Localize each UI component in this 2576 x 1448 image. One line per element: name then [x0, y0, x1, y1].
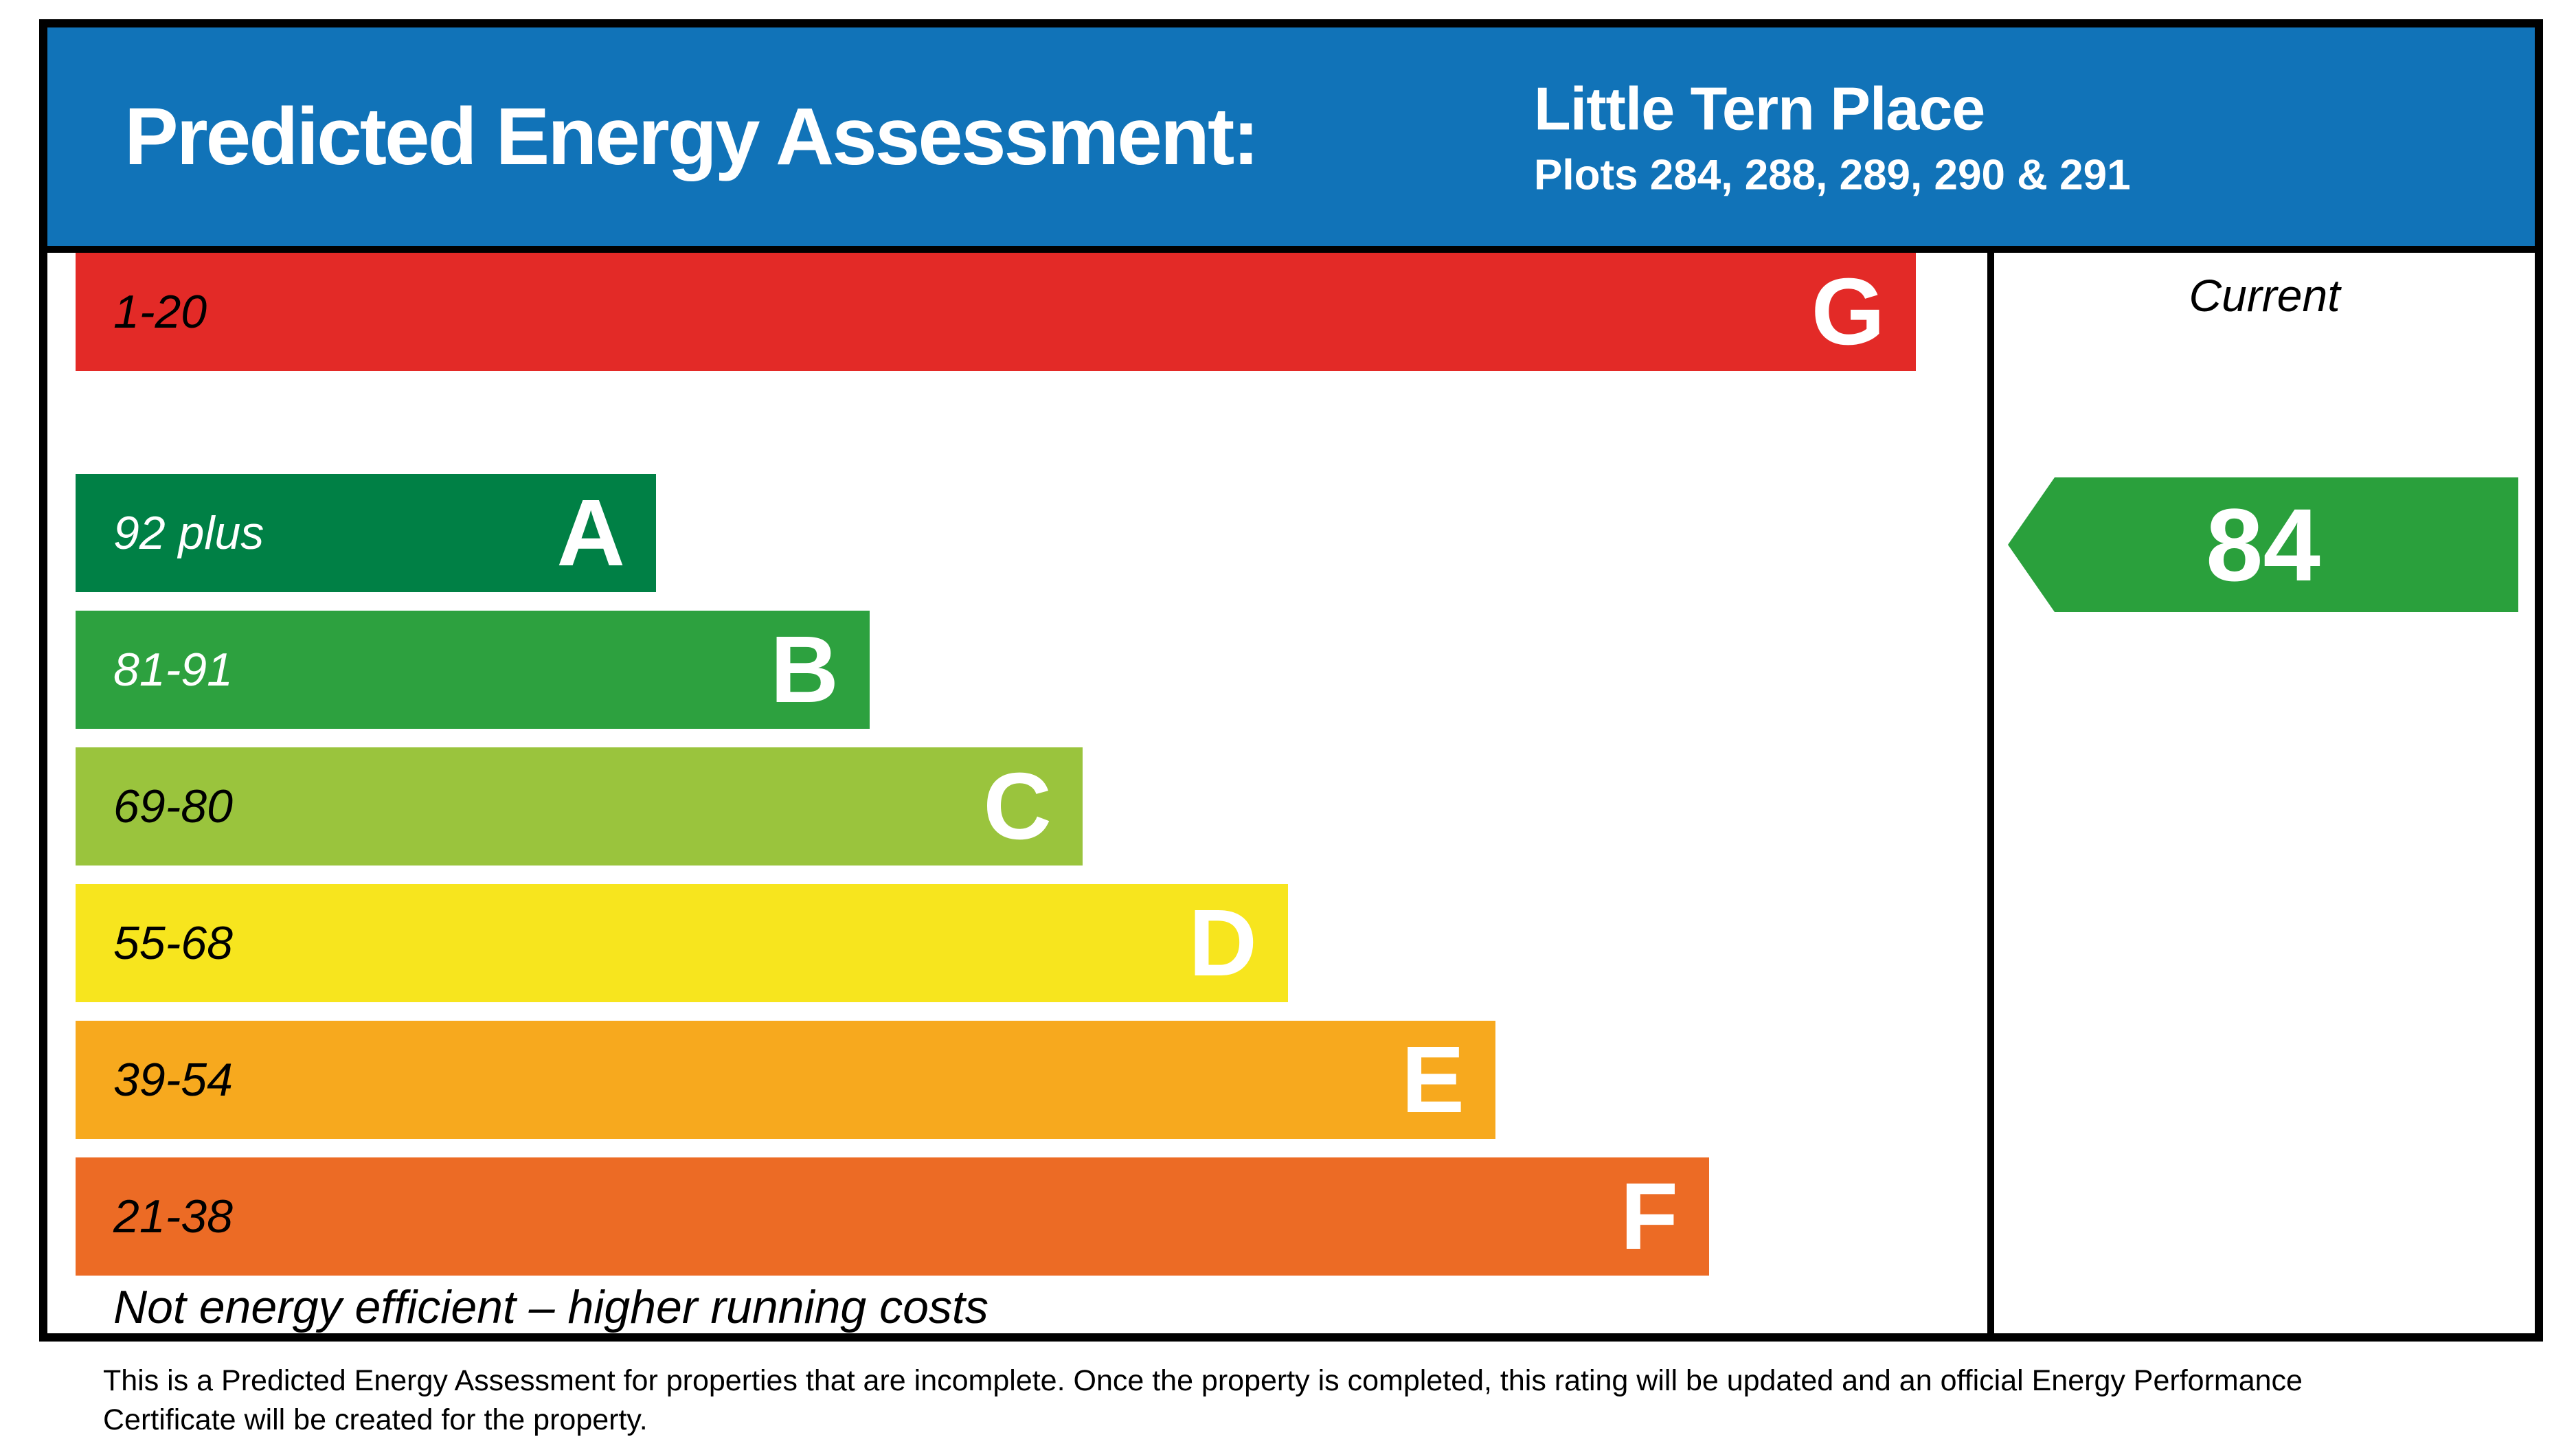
rating-chart: Very energy efficient – lower running co…	[47, 253, 2535, 1333]
band-range-label: 21-38	[113, 1190, 233, 1243]
column-divider	[1987, 253, 1994, 1333]
band-letter: D	[1188, 890, 1257, 996]
band-letter: G	[1811, 259, 1885, 365]
current-rating-arrow: 84	[2008, 477, 2518, 612]
footer-line-1: This is a Predicted Energy Assessment fo…	[103, 1364, 2303, 1397]
band-letter: C	[983, 754, 1052, 859]
band-row-a: 92 plus A	[76, 474, 656, 592]
plot-numbers: Plots 284, 288, 289, 290 & 291	[1534, 151, 2131, 199]
bottom-caption: Not energy efficient – higher running co…	[113, 1281, 988, 1333]
band-row-b: 81-91 B	[76, 611, 870, 729]
current-column: Current 84	[1994, 253, 2535, 1333]
header-subtitle: Little Tern Place Plots 284, 288, 289, 2…	[1534, 74, 2131, 200]
band-row-g: 1-20 G	[76, 253, 1916, 371]
band-letter: B	[770, 617, 839, 723]
band-range-label: 39-54	[113, 1054, 233, 1106]
assessment-panel: Predicted Energy Assessment: Little Tern…	[39, 19, 2543, 1342]
band-row-c: 69-80 C	[76, 747, 1083, 866]
page-title: Predicted Energy Assessment:	[124, 91, 1260, 182]
band-letter: F	[1620, 1164, 1678, 1269]
footer-line-2: Certificate will be created for the prop…	[103, 1403, 648, 1436]
band-row-f: 21-38 F	[76, 1157, 1709, 1276]
band-letter: E	[1401, 1027, 1465, 1133]
current-column-header: Current	[2189, 270, 2340, 321]
band-row-e: 39-54 E	[76, 1021, 1495, 1139]
footer-disclaimer: This is a Predicted Energy Assessment fo…	[103, 1361, 2494, 1440]
header-band: Predicted Energy Assessment: Little Tern…	[47, 27, 2535, 253]
band-range-label: 55-68	[113, 917, 233, 969]
current-rating-value: 84	[2206, 487, 2320, 602]
property-name: Little Tern Place	[1534, 74, 1985, 143]
band-range-label: 92 plus	[113, 507, 264, 559]
band-row-d: 55-68 D	[76, 884, 1288, 1002]
band-range-label: 81-91	[113, 644, 233, 696]
band-range-label: 1-20	[113, 286, 207, 338]
band-letter: A	[556, 480, 625, 586]
band-range-label: 69-80	[113, 780, 233, 833]
